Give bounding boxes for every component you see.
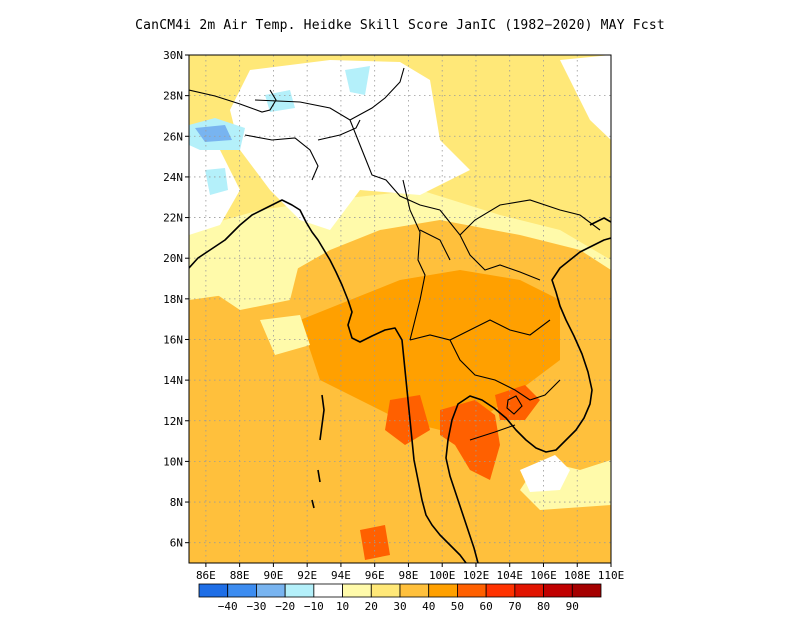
colorbar-label: −40 <box>218 600 238 613</box>
colorbar-swatch <box>313 583 343 598</box>
lat-tick-label: 30N <box>163 49 183 62</box>
lat-tick-label: 26N <box>163 130 183 143</box>
lat-tick-label: 16N <box>163 333 183 346</box>
plot-frame <box>188 54 612 564</box>
colorbar: −40 −30 −20 −10 10 20 30 40 50 60 70 80 90 <box>198 583 602 613</box>
map-title: CanCM4i 2m Air Temp. Heidke Skill Score … <box>135 18 665 33</box>
colorbar-swatch <box>485 583 516 598</box>
lon-tick-label: 98E <box>399 569 419 582</box>
latitude-axis: 30N 28N 26N 24N 22N 20N 18N 16N 14N 12N 10N 8N 6N <box>163 49 189 550</box>
lat-tick-label: 14N <box>163 374 183 387</box>
colorbar-swatch <box>399 583 430 598</box>
lon-tick-label: 90E <box>263 569 283 582</box>
lon-tick-label: 88E <box>230 569 250 582</box>
colorbar-swatch <box>571 583 602 598</box>
lat-tick-label: 22N <box>163 212 183 225</box>
lat-tick-label: 12N <box>163 415 183 428</box>
lon-tick-label: 110E <box>598 569 625 582</box>
colorbar-label: 30 <box>393 600 406 613</box>
lon-tick-label: 100E <box>429 569 456 582</box>
lat-tick-label: 20N <box>163 252 183 265</box>
colorbar-swatch <box>256 583 286 598</box>
colorbar-label: 80 <box>537 600 550 613</box>
lon-tick-label: 92E <box>297 569 317 582</box>
colorbar-label: 20 <box>365 600 378 613</box>
colorbar-swatch <box>514 583 544 598</box>
lon-tick-label: 94E <box>331 569 351 582</box>
country-borders <box>189 67 601 441</box>
colorbar-swatch <box>457 583 487 598</box>
lon-tick-label: 86E <box>196 569 216 582</box>
lon-tick-label: 106E <box>530 569 557 582</box>
lon-tick-label: 102E <box>463 569 490 582</box>
colorbar-label: −10 <box>304 600 324 613</box>
colorbar-swatch <box>227 583 257 598</box>
lat-tick-label: 18N <box>163 293 183 306</box>
lat-tick-label: 6N <box>170 537 183 550</box>
colorbar-label: 40 <box>422 600 435 613</box>
colorbar-label: 10 <box>336 600 349 613</box>
lon-tick-label: 96E <box>365 569 385 582</box>
colorbar-label: 90 <box>566 600 579 613</box>
lon-tick-label: 108E <box>564 569 591 582</box>
lat-tick-label: 10N <box>163 455 183 468</box>
colorbar-swatch <box>198 583 229 598</box>
colorbar-swatch <box>370 583 401 598</box>
colorbar-swatch <box>543 583 573 598</box>
colorbar-swatch <box>428 583 458 598</box>
skill-shading <box>189 55 611 563</box>
colorbar-swatch <box>284 583 315 598</box>
lon-tick-label: 104E <box>496 569 523 582</box>
longitude-axis: 86E 88E 90E 92E 94E 96E 98E 100E 102E 104E 106E 108… <box>196 563 624 582</box>
lat-tick-label: 8N <box>170 496 183 509</box>
lat-tick-label: 28N <box>163 90 183 103</box>
colorbar-label: −30 <box>246 600 266 613</box>
colorbar-label: −20 <box>275 600 295 613</box>
colorbar-label: 70 <box>508 600 521 613</box>
coastlines <box>189 199 611 563</box>
colorbar-label: 60 <box>480 600 493 613</box>
lat-tick-label: 24N <box>163 171 183 184</box>
colorbar-swatch <box>342 583 372 598</box>
colorbar-label: 50 <box>451 600 464 613</box>
